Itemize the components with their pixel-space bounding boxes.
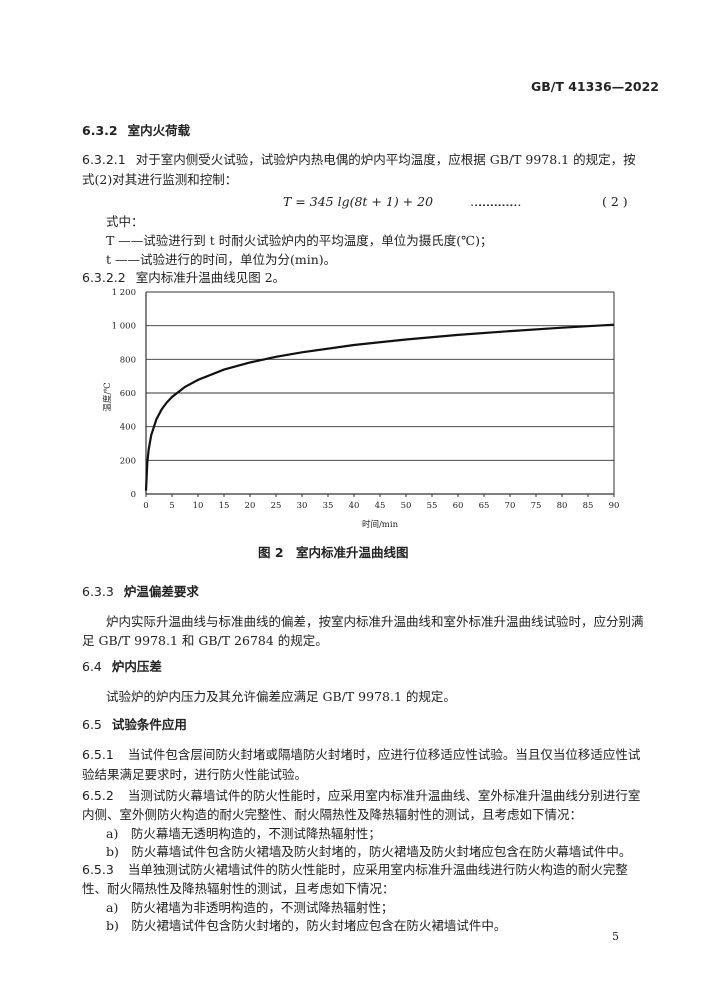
- heading-6-5: 6.5 试验条件应用: [82, 716, 187, 734]
- page-number: 5: [612, 930, 619, 943]
- list-item-b: b) 防火幕墙试件包含防火裙墙及防火封堵的，防火裙墙及防火封堵应包含在防火幕墙试…: [106, 844, 632, 859]
- x-tick-label: 15: [219, 501, 230, 511]
- section-number: 6.4: [82, 659, 102, 674]
- para-6-5-3: 6.5.3 当单独测试防火裙墙试件的防火性能时，应采用室内标准升温曲线进行防火构造…: [82, 861, 628, 879]
- section-title: 试验条件应用: [111, 717, 187, 732]
- para-line: 足 GB/T 9978.1 和 GB/T 26784 的规定。: [82, 633, 328, 648]
- y-tick-label: 1 200: [112, 288, 136, 298]
- section-number: 6.3.2.2: [82, 270, 126, 285]
- section-number: 6.3.3: [82, 584, 114, 599]
- para-line: 试验炉的炉内压力及其允许偏差应满足 GB/T 9978.1 的规定。: [106, 689, 456, 704]
- section-title: 炉温偏差要求: [123, 584, 199, 599]
- x-tick-label: 55: [427, 501, 438, 511]
- x-tick-label: 10: [193, 501, 204, 511]
- list-item-a: a) 防火幕墙无透明构造的，不测试降热辐射性；: [106, 826, 381, 841]
- section-title: 炉内压差: [111, 659, 162, 674]
- formula: T = 345 lg(8t + 1) + 20: [283, 194, 434, 209]
- formula-number: ( 2 ): [602, 194, 628, 209]
- x-tick-label: 35: [323, 501, 334, 511]
- standard-number: GB/T 41336—2022: [531, 79, 660, 94]
- para-line: 式(2)对其进行监测和控制：: [82, 172, 238, 187]
- section-number: 6.5: [82, 717, 102, 732]
- list-item-a: a) 防火裙墙为非透明构造的，不测试降热辐射性；: [106, 900, 394, 915]
- where-label: 式中：: [106, 214, 144, 229]
- x-tick-label: 25: [271, 501, 282, 511]
- heading-6-3-2: 6.3.2 室内火荷载: [82, 122, 190, 140]
- y-tick-label: 800: [120, 355, 136, 365]
- x-tick-label: 30: [297, 501, 308, 511]
- section-title: 室内火荷载: [127, 123, 191, 138]
- heading-6-3-3: 6.3.3 炉温偏差要求: [82, 583, 199, 601]
- where-T: T ——试验进行到 t 时耐火试验炉内的平均温度，单位为摄氏度(℃)；: [106, 233, 493, 248]
- x-tick-label: 20: [245, 501, 256, 511]
- y-axis-label: 温度/℃: [102, 382, 113, 411]
- x-tick-label: 0: [143, 501, 148, 511]
- list-item-b: b) 防火裙墙试件包含防火封堵的，防火封堵应包含在防火裙墙试件中。: [106, 918, 507, 933]
- y-tick-label: 600: [120, 389, 136, 399]
- para-line: 性、耐火隔热性及降热辐射性的测试，且考虑如下情况：: [82, 881, 395, 896]
- section-number: 6.5.2: [82, 788, 114, 803]
- y-tick-label: 1 000: [112, 322, 136, 332]
- para-line: 对于室内侧受火试验，试验炉内热电偶的炉内平均温度，应根据 GB/T 9978.1…: [135, 152, 636, 167]
- figure-caption: 图 2 室内标准升温曲线图: [258, 545, 409, 560]
- para-line: 内侧、室外侧防火构造的耐火完整性、耐火隔热性及降热辐射性的测试，且考虑如下情况：: [82, 807, 583, 822]
- x-tick-label: 85: [583, 501, 594, 511]
- x-tick-label: 80: [557, 501, 568, 511]
- para-line: 室内标准升温曲线见图 2。: [135, 270, 286, 285]
- para-6-3-2-2: 6.3.2.2 室内标准升温曲线见图 2。: [82, 269, 285, 287]
- x-tick-label: 90: [609, 501, 620, 511]
- para-line: 当单独测试防火裙墙试件的防火性能时，应采用室内标准升温曲线进行防火构造的耐火完整: [127, 862, 628, 877]
- standard-curve-line: [144, 323, 615, 491]
- para-6-3-2-1: 6.3.2.1 对于室内侧受火试验，试验炉内热电偶的炉内平均温度，应根据 GB/T…: [82, 151, 636, 169]
- temperature-curve-chart: 0 200 400 600 800 1 000 1 200 0 5 10 15 20 25 30 35 40…: [102, 288, 620, 530]
- para-line: 验结果满足要求时，进行防火性能试验。: [82, 767, 308, 782]
- x-tick-label: 50: [401, 501, 412, 511]
- x-tick-label: 60: [453, 501, 464, 511]
- x-tick-label: 75: [531, 501, 542, 511]
- y-tick-label: 0: [131, 490, 136, 500]
- y-tick-label: 200: [120, 456, 136, 466]
- para-6-5-2: 6.5.2 当测试防火幕墙试件的防火性能时，应采用室内标准升温曲线、室外标准升温曲…: [82, 787, 640, 805]
- x-tick-label: 5: [169, 501, 174, 511]
- para-6-5-1: 6.5.1 当试件包含层间防火封堵或隔墙防火封堵时，应进行位移适应性试验。当且仅当…: [82, 746, 640, 764]
- section-number: 6.3.2: [82, 123, 118, 138]
- y-tick-label: 400: [120, 423, 136, 433]
- x-tick-label: 65: [479, 501, 490, 511]
- x-tick-label: 70: [505, 501, 516, 511]
- para-line: 炉内实际升温曲线与标准曲线的偏差，按室内标准升温曲线和室外标准升温曲线试验时，应…: [106, 614, 644, 629]
- x-tick-label: 40: [349, 501, 360, 511]
- x-tick-label: 45: [375, 501, 386, 511]
- section-number: 6.3.2.1: [82, 152, 126, 167]
- heading-6-4: 6.4 炉内压差: [82, 658, 162, 676]
- para-line: 当试件包含层间防火封堵或隔墙防火封堵时，应进行位移适应性试验。当且仅当位移适应性…: [127, 747, 641, 762]
- section-number: 6.5.1: [82, 747, 114, 762]
- formula-leader: ……………………………: [470, 194, 522, 209]
- para-line: 当测试防火幕墙试件的防火性能时，应采用室内标准升温曲线、室外标准升温曲线分别进行…: [127, 788, 641, 803]
- where-t: t ——试验进行的时间，单位为分(min)。: [106, 252, 337, 267]
- x-axis-label: 时间/min: [362, 519, 399, 530]
- section-number: 6.5.3: [82, 862, 114, 877]
